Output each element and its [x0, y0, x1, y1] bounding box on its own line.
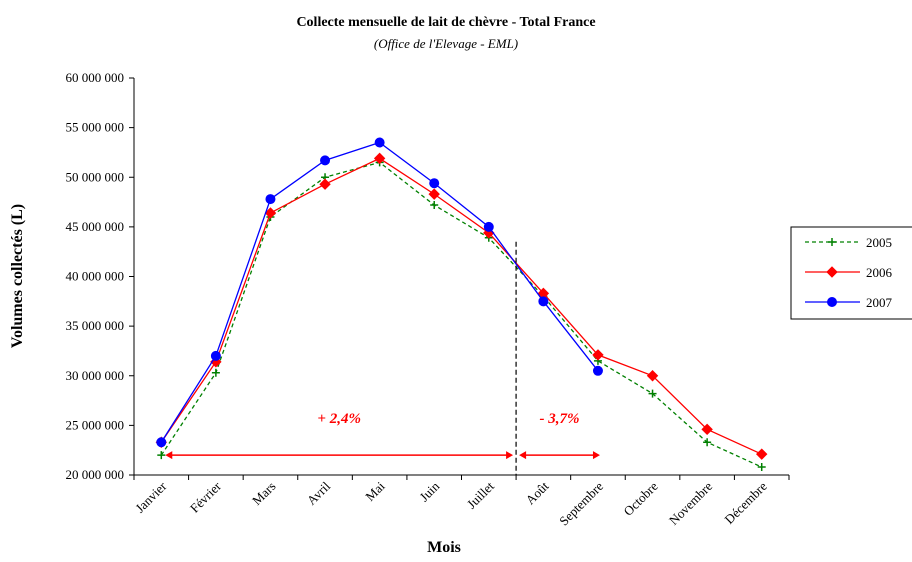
data-point-2005 [157, 451, 166, 460]
arrow-head [506, 451, 514, 460]
data-point-2007 [429, 178, 440, 189]
chart-subtitle: (Office de l'Elevage - EML) [374, 36, 518, 51]
legend-item-2006: 2006 [805, 265, 893, 280]
annotation-label: + 2,4% [317, 411, 361, 427]
x-tick-label: Octobre [620, 478, 660, 518]
data-point-2006 [756, 448, 768, 460]
y-tick-label: 30 000 000 [66, 368, 125, 383]
plot-axes [133, 78, 789, 476]
legend-label: 2007 [866, 295, 893, 310]
series-group [155, 137, 768, 472]
data-point-2007 [156, 437, 167, 448]
y-tick-label: 25 000 000 [66, 417, 125, 432]
y-tick-label: 55 000 000 [66, 120, 125, 135]
y-tick-label: 50 000 000 [66, 169, 125, 184]
data-point-2005 [757, 463, 766, 472]
series-line-2005 [160, 161, 762, 468]
legend-marker [826, 266, 838, 278]
legend-item-2007: 2007 [805, 295, 893, 310]
x-tick-label: Juillet [464, 478, 497, 511]
annotation-label: - 3,7% [540, 411, 580, 427]
x-tick-label: Avril [304, 478, 334, 508]
x-axis-title: Mois [427, 539, 461, 556]
data-point-2007 [538, 296, 549, 307]
x-axis-ticks: Janvier Février Mars Avril Mai Juin Juillet Aoû… [132, 475, 790, 528]
legend-label: 2006 [866, 265, 893, 280]
data-point-2006 [264, 207, 277, 219]
x-tick-label: Février [187, 478, 225, 516]
arrow-head [592, 451, 600, 460]
data-point-2007 [374, 137, 385, 148]
legend-marker [828, 238, 836, 246]
annotations-group: + 2,4% - 3,7% [165, 241, 600, 475]
x-tick-label: Mai [362, 478, 388, 504]
legend-marker [827, 297, 837, 307]
data-point-2007 [483, 221, 494, 232]
y-tick-label: 20 000 000 [66, 467, 125, 482]
legend: 2005 2006 2007 [790, 226, 912, 320]
arrow-head [519, 451, 527, 460]
data-point-2007 [320, 155, 331, 166]
x-tick-label: Septembre [556, 478, 606, 528]
series-line-2006 [160, 157, 762, 455]
data-point-2007 [265, 194, 276, 205]
legend-box [790, 226, 912, 320]
data-point-2006 [373, 152, 386, 165]
x-tick-label: Novembre [666, 478, 716, 528]
data-point-2007 [210, 350, 221, 361]
x-tick-label: Juin [416, 478, 442, 504]
x-tick-label: Janvier [132, 478, 170, 516]
x-tick-label: Décembre [721, 478, 770, 527]
x-tick-label: Mars [249, 479, 278, 508]
x-tick-label: Août [523, 478, 552, 507]
y-axis-title: Volumes collectés (L) [9, 204, 26, 348]
legend-label: 2005 [866, 235, 892, 250]
y-tick-label: 40 000 000 [66, 269, 125, 284]
data-point-2006 [428, 188, 440, 200]
chart-title: Collecte mensuelle de lait de chèvre - T… [296, 15, 595, 30]
y-tick-label: 35 000 000 [66, 318, 125, 333]
data-point-2006 [701, 423, 713, 436]
y-tick-label: 45 000 000 [66, 219, 125, 234]
data-point-2005 [430, 201, 439, 210]
data-point-2005 [211, 368, 220, 377]
data-point-2006 [646, 370, 659, 382]
data-point-2006 [319, 178, 331, 190]
series-line-2007 [160, 141, 599, 443]
y-axis-ticks: 20 000 000 25 000 000 30 000 000 35 000 000… [66, 70, 134, 482]
arrow-head [165, 451, 173, 460]
data-point-2005 [648, 389, 657, 398]
data-point-2005 [703, 438, 712, 447]
data-point-2006 [592, 349, 604, 361]
data-point-2007 [592, 365, 603, 376]
y-tick-label: 60 000 000 [66, 70, 125, 85]
series-2007 [156, 137, 603, 448]
legend-item-2005: 2005 [805, 235, 892, 250]
